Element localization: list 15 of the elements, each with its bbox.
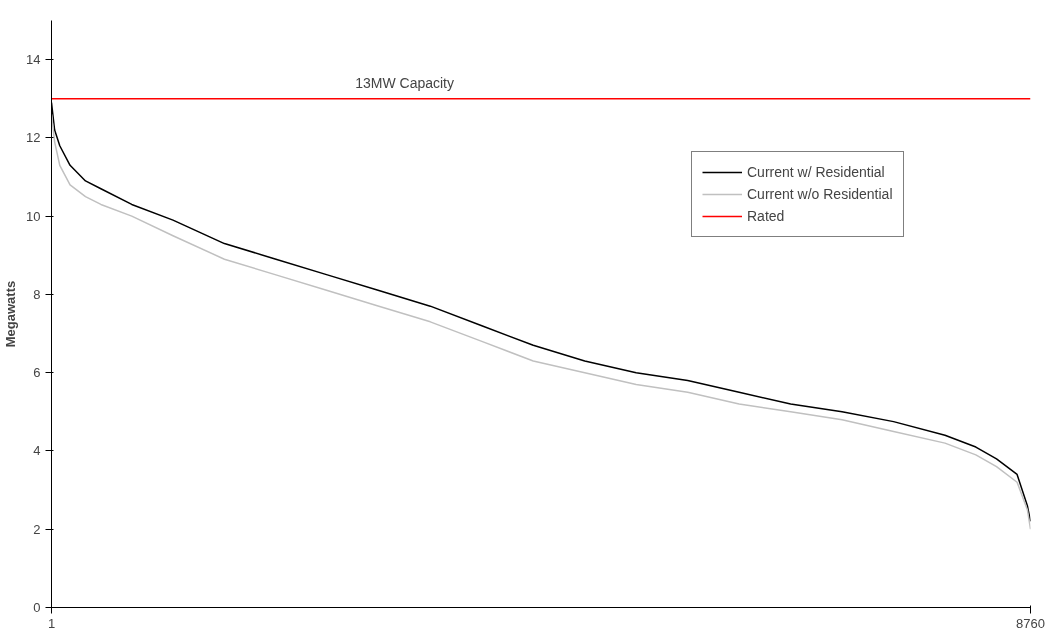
x-tick-label: 8760 [1016, 615, 1045, 630]
x-tick-label: 1 [47, 615, 56, 630]
y-axis-title: Megawatts [3, 280, 19, 348]
y-tick-label: 8 [33, 286, 41, 302]
annotation: 13MW Capacity [355, 74, 454, 91]
y-tick-label: 2 [33, 521, 41, 537]
y-tick-label: 4 [33, 443, 41, 459]
y-tick-label: 0 [33, 600, 41, 615]
legend-label: Rated [747, 208, 785, 224]
y-tick-label: 6 [33, 365, 41, 381]
y-tick-label: 12 [26, 130, 41, 146]
legend-label: Current w/o Residential [747, 186, 893, 202]
y-tick-label: 10 [26, 208, 41, 224]
legend-label: Current w/ Residential [747, 164, 885, 180]
y-tick-label: 14 [26, 52, 41, 68]
